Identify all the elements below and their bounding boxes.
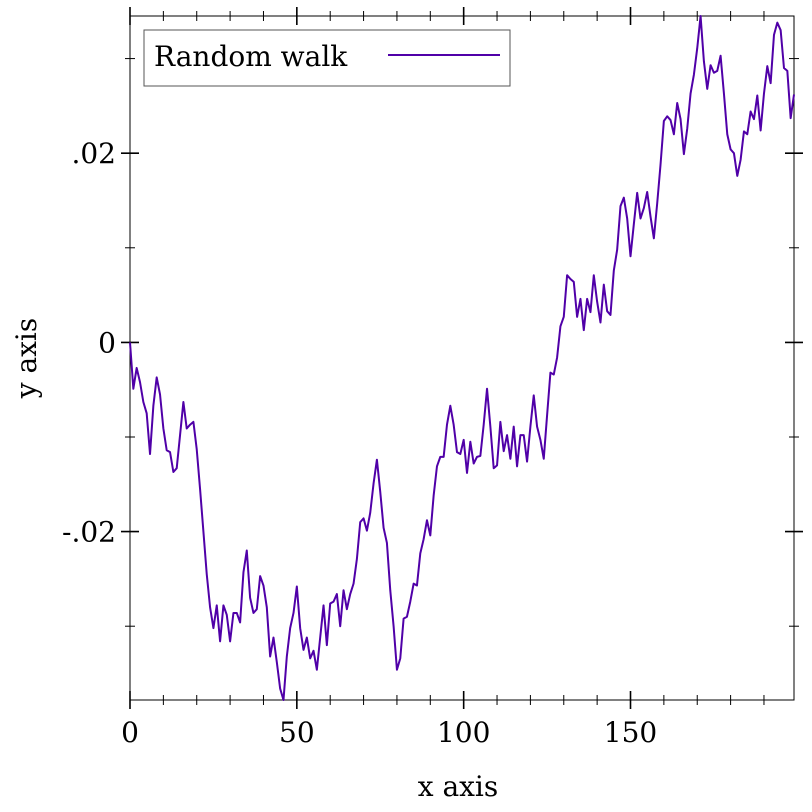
y-tick-label: 0 [98, 326, 116, 359]
legend: Random walk [143, 29, 511, 87]
tick-labels: 0 50 100 150 -.02 0 .02 [62, 137, 657, 749]
series-layer [129, 15, 795, 701]
x-tick-label: 100 [437, 716, 490, 749]
series-line-random-walk [129, 15, 795, 701]
axis-titles: x axis y axis [10, 318, 498, 803]
x-axis-title: x axis [418, 770, 499, 803]
x-tick-label: 150 [604, 716, 657, 749]
y-axis-title: y axis [10, 318, 43, 400]
y-tick-label: .02 [71, 137, 116, 170]
x-tick-label: 50 [279, 716, 315, 749]
legend-label: Random walk [154, 40, 348, 73]
tick-marks [121, 7, 803, 709]
y-tick-label: -.02 [62, 516, 116, 549]
x-tick-label: 0 [121, 716, 139, 749]
legend-box [143, 29, 511, 87]
plot-frame [129, 15, 795, 701]
